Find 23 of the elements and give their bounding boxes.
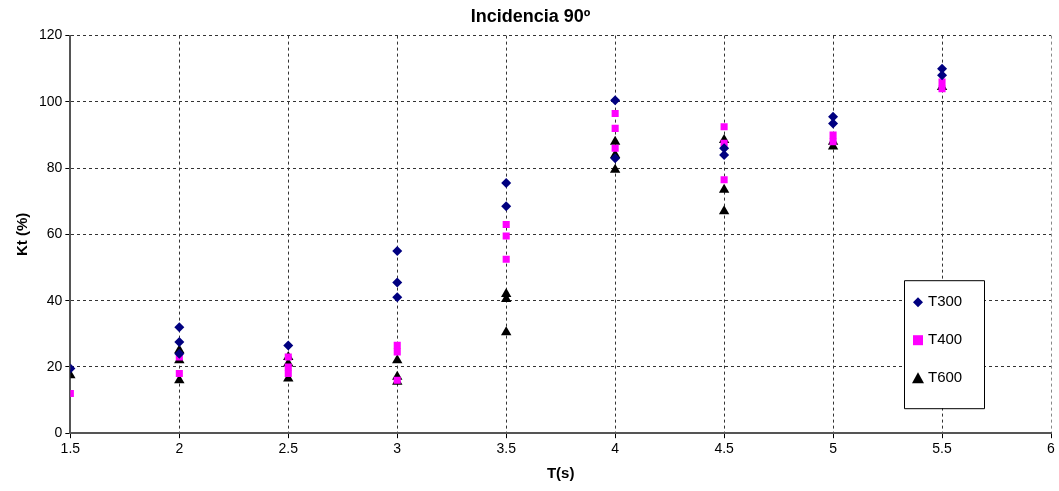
y-tick-label: 20 [46, 357, 63, 374]
y-tick-label: 80 [46, 158, 63, 175]
y-tick-label: 0 [54, 424, 63, 441]
chart-title: Incidencia 90º [470, 5, 591, 26]
y-tick-label: 40 [46, 291, 63, 308]
x-tick-label: 4 [611, 440, 620, 457]
legend-label: T600 [928, 368, 963, 386]
x-tick-label: 5 [829, 440, 838, 457]
x-tick-label: 1.5 [60, 440, 81, 457]
y-tick-label: 100 [39, 92, 63, 109]
x-tick-label: 5.5 [932, 440, 952, 457]
x-tick-label: 2.5 [278, 440, 299, 457]
y-tick-label: 60 [46, 225, 63, 242]
x-tick-label: 3 [393, 440, 402, 457]
x-axis-title: T(s) [546, 464, 575, 482]
y-tick-label: 120 [39, 26, 63, 43]
legend-label: T300 [928, 292, 963, 310]
y-axis-title: Kt (%) [13, 212, 31, 257]
x-tick-label: 6 [1047, 440, 1056, 457]
legend-label: T400 [928, 330, 963, 348]
x-tick-label: 2 [175, 440, 184, 457]
x-tick-label: 3.5 [496, 440, 517, 457]
x-tick-label: 4.5 [714, 440, 735, 457]
